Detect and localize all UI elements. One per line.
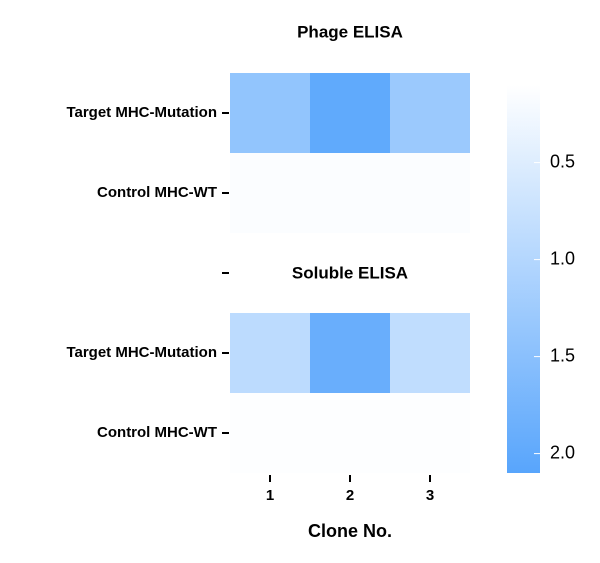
colorbar-tick-label: 0.5 <box>550 151 575 171</box>
heatmap-cell <box>310 73 390 153</box>
x-axis-label: Clone No. <box>308 521 392 541</box>
chart-title: Phage ELISA <box>297 22 403 41</box>
heatmap-cell <box>230 153 310 233</box>
x-tick-label: 1 <box>266 487 274 504</box>
heatmap-cell <box>390 313 470 393</box>
heatmap-cell <box>230 393 310 473</box>
heatmap-cell <box>390 393 470 473</box>
annotation: Soluble ELISA <box>292 263 408 282</box>
heatmap-cell <box>230 73 310 153</box>
y-tick-label: Control MHC-WT <box>97 184 217 201</box>
heatmap-cell <box>390 73 470 153</box>
colorbar-tick-label: 1.0 <box>550 248 575 268</box>
heatmap-cell <box>310 313 390 393</box>
y-tick-label: Control MHC-WT <box>97 424 217 441</box>
heatmap-cell <box>230 313 310 393</box>
heatmap-cell <box>390 153 470 233</box>
heatmap-cell <box>310 153 390 233</box>
x-tick-label: 3 <box>426 487 434 504</box>
colorbar <box>507 85 540 473</box>
colorbar-tick-label: 2.0 <box>550 442 575 462</box>
x-tick-label: 2 <box>346 487 354 504</box>
y-tick-label: Target MHC-Mutation <box>66 104 217 121</box>
colorbar-tick-label: 1.5 <box>550 345 575 365</box>
y-tick-label: Target MHC-Mutation <box>66 344 217 361</box>
heatmap-cell <box>310 393 390 473</box>
